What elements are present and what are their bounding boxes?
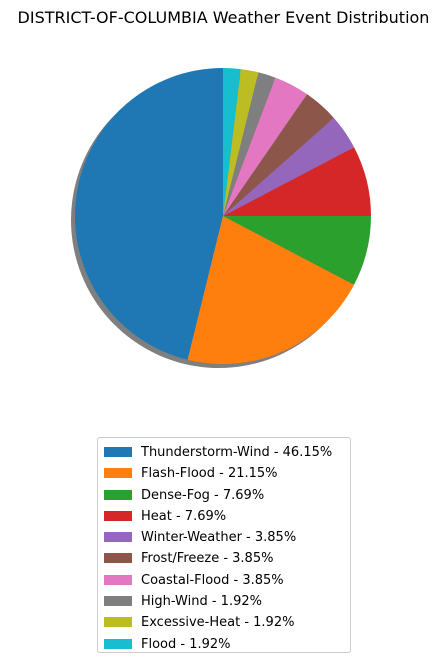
legend-label: High-Wind - 1.92% bbox=[141, 594, 262, 610]
pie-slice-flood bbox=[223, 68, 241, 216]
legend-item-winter-weather: Winter-Weather - 3.85% bbox=[98, 528, 350, 549]
legend-label: Frost/Freeze - 3.85% bbox=[141, 551, 274, 567]
legend-item-flash-flood: Flash-Flood - 21.15% bbox=[98, 464, 350, 485]
legend-label: Excessive-Heat - 1.92% bbox=[141, 615, 295, 631]
legend-swatch bbox=[104, 617, 132, 628]
chart-title: DISTRICT-OF-COLUMBIA Weather Event Distr… bbox=[17, 8, 430, 27]
legend-swatch bbox=[104, 638, 132, 649]
legend-item-dense-fog: Dense-Fog - 7.69% bbox=[98, 486, 350, 507]
legend: Thunderstorm-Wind - 46.15% Flash-Flood - … bbox=[97, 437, 351, 653]
pie-chart bbox=[71, 68, 371, 368]
pie-slice-high-wind bbox=[223, 72, 276, 216]
pie-slice-dense-fog bbox=[223, 216, 371, 285]
legend-label: Flood - 1.92% bbox=[141, 636, 231, 652]
legend-label: Dense-Fog - 7.69% bbox=[141, 487, 265, 503]
legend-item-coastal-flood: Coastal-Flood - 3.85% bbox=[98, 571, 350, 592]
legend-swatch bbox=[104, 553, 132, 564]
legend-item-heat: Heat - 7.69% bbox=[98, 507, 350, 528]
legend-swatch bbox=[104, 574, 132, 585]
legend-item-flood: Flood - 1.92% bbox=[98, 635, 350, 656]
legend-item-high-wind: High-Wind - 1.92% bbox=[98, 592, 350, 613]
legend-swatch bbox=[104, 510, 132, 521]
legend-item-excessive-heat: Excessive-Heat - 1.92% bbox=[98, 613, 350, 634]
pie-slice-winter-weather bbox=[223, 117, 355, 216]
pie-slice-coastal-flood bbox=[223, 77, 308, 216]
legend-label: Flash-Flood - 21.15% bbox=[141, 466, 278, 482]
legend-swatch bbox=[104, 447, 132, 457]
legend-swatch bbox=[104, 489, 132, 500]
legend-label: Thunderstorm-Wind - 46.15% bbox=[141, 445, 333, 460]
legend-label: Coastal-Flood - 3.85% bbox=[141, 572, 284, 588]
pie-slice-heat bbox=[223, 147, 371, 217]
pie-slice-flash-flood bbox=[187, 216, 355, 364]
legend-swatch bbox=[104, 532, 132, 543]
legend-label: Winter-Weather - 3.85% bbox=[141, 530, 297, 546]
legend-swatch bbox=[104, 596, 132, 607]
legend-swatch bbox=[104, 468, 132, 479]
pie-slice-frost-freeze bbox=[223, 94, 334, 216]
pie-slice-thunderstorm-wind bbox=[75, 68, 223, 360]
legend-item-frost-freeze: Frost/Freeze - 3.85% bbox=[98, 549, 350, 570]
legend-item-thunderstorm-wind: Thunderstorm-Wind - 46.15% bbox=[98, 443, 350, 464]
pie-slice-excessive-heat bbox=[223, 69, 259, 216]
pie-slices bbox=[75, 68, 371, 364]
legend-label: Heat - 7.69% bbox=[141, 508, 227, 524]
